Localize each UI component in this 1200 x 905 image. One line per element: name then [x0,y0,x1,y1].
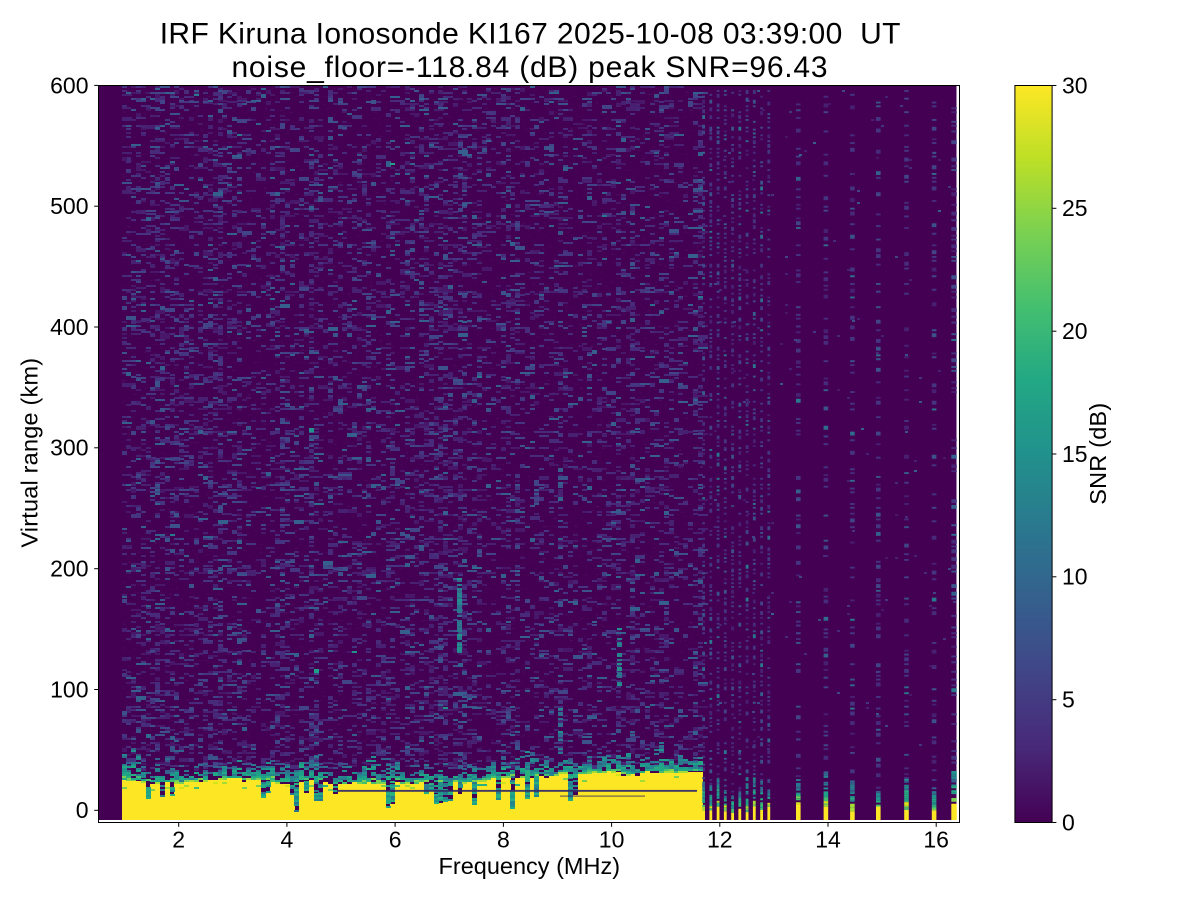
svg-text:noise_floor=-118.84 (dB) peak: noise_floor=-118.84 (dB) peak SNR=96.43 [231,51,828,84]
svg-text:10: 10 [599,827,625,853]
svg-text:8: 8 [497,827,510,853]
svg-text:6: 6 [389,827,402,853]
svg-text:4: 4 [281,827,294,853]
svg-text:15: 15 [1062,441,1088,467]
svg-text:Frequency (MHz): Frequency (MHz) [439,853,621,879]
svg-text:SNR (dB): SNR (dB) [1085,403,1111,505]
svg-text:25: 25 [1062,195,1088,221]
svg-text:400: 400 [50,314,88,340]
svg-text:Virtual range (km): Virtual range (km) [17,358,43,548]
svg-text:IRF Kiruna Ionosonde KI167 202: IRF Kiruna Ionosonde KI167 2025-10-08 03… [160,18,901,51]
svg-text:30: 30 [1062,72,1088,98]
svg-text:10: 10 [1062,564,1088,590]
svg-text:0: 0 [1062,809,1075,835]
svg-text:14: 14 [815,827,841,853]
svg-text:300: 300 [50,435,88,461]
svg-text:2: 2 [172,827,185,853]
svg-text:100: 100 [50,676,88,702]
svg-text:5: 5 [1062,687,1075,713]
svg-text:16: 16 [923,827,949,853]
svg-text:12: 12 [707,827,733,853]
svg-text:500: 500 [50,193,88,219]
svg-text:200: 200 [50,556,88,582]
svg-text:20: 20 [1062,318,1088,344]
svg-text:0: 0 [76,797,89,823]
svg-text:600: 600 [50,72,88,98]
